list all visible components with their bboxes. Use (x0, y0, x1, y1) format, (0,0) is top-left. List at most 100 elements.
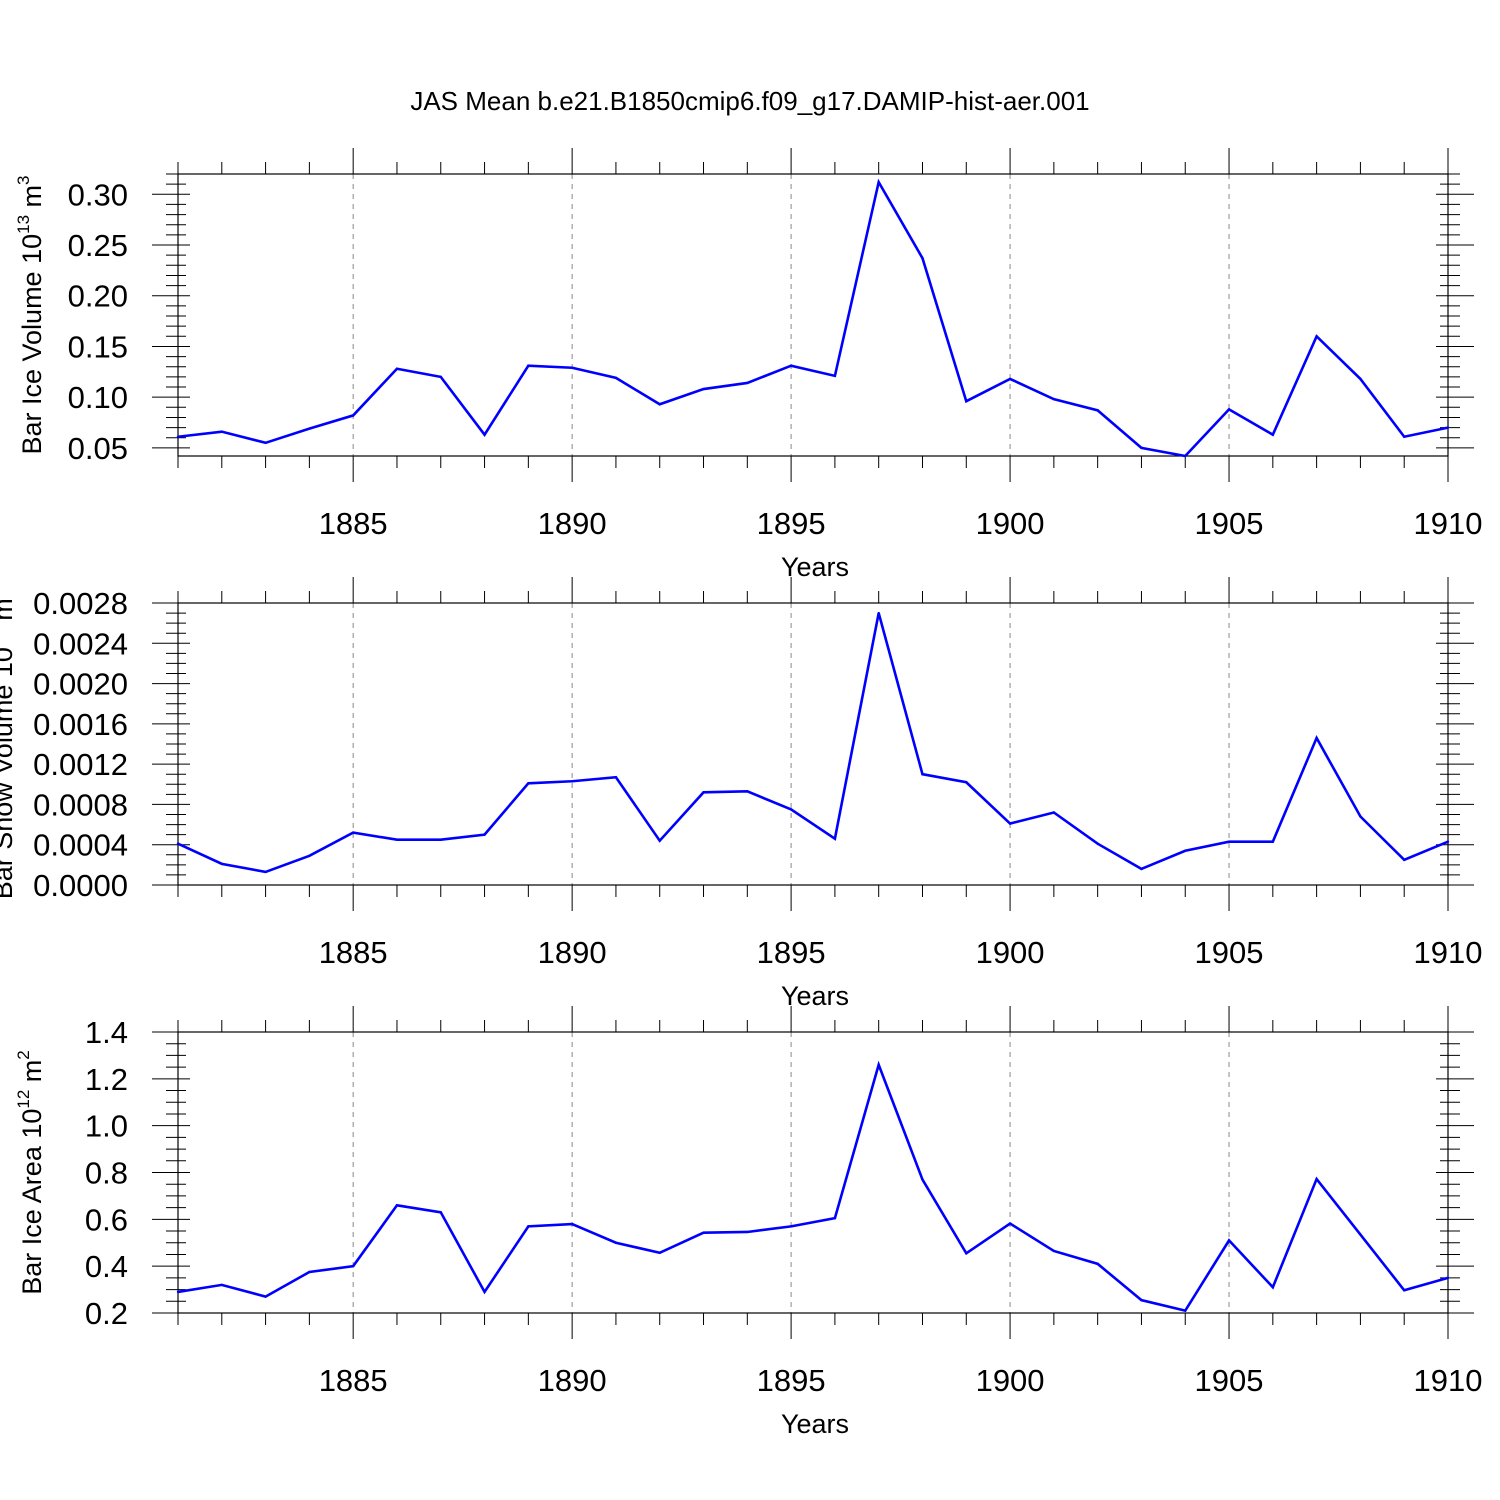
data-point (1359, 377, 1362, 381)
data-point (176, 435, 180, 438)
data-point (483, 433, 486, 436)
data-point (965, 1252, 968, 1255)
x-tick-label: 1890 (538, 1363, 607, 1398)
data-point (570, 1222, 574, 1226)
data-point (658, 1251, 661, 1255)
data-point (833, 837, 837, 840)
x-tick-label: 1910 (1414, 506, 1483, 541)
data-point (220, 430, 223, 433)
y-tick-label: 0.25 (68, 228, 128, 263)
panels: 1885 1890 1895 1900 1905 1910 Years 0.05 0.10 0.1… (0, 148, 1482, 1439)
y-tick-label: 0.0004 (33, 828, 128, 863)
x-tick-label: 1890 (538, 506, 607, 541)
y-tick-label: 0.15 (68, 329, 128, 364)
y-axis-label-main: Bar Ice Volume 10 (17, 234, 47, 455)
data-point (1052, 811, 1056, 814)
data-point (1140, 867, 1143, 871)
data-point (833, 1216, 837, 1220)
data-point (746, 1230, 749, 1234)
x-tick-label: 1895 (757, 506, 826, 541)
data-point (439, 375, 442, 379)
data-point (1446, 1276, 1450, 1280)
data-point (614, 376, 618, 380)
y-tick-label: 0.0028 (33, 586, 128, 621)
data-point (965, 781, 968, 784)
data-point (1140, 1298, 1143, 1302)
data-point (220, 1283, 223, 1287)
x-tick-label: 1895 (757, 935, 826, 970)
x-tick-label: 1900 (976, 1363, 1045, 1398)
x-tick-label: 1895 (757, 1363, 826, 1398)
data-point (570, 366, 574, 369)
y-axis-label-unit-exponent: 2 (14, 1050, 33, 1059)
data-point (921, 1178, 924, 1181)
data-point (1403, 1289, 1406, 1292)
data-point (1403, 858, 1406, 862)
x-tick-label: 1890 (538, 935, 607, 970)
y-tick-label: 0.0016 (33, 707, 128, 742)
chart-panel-3: 1885 1890 1895 1900 1905 1910 Years 0.2 0.4 0.6 0.… (14, 1006, 1482, 1439)
y-axis-label-exponent: 12 (14, 1090, 33, 1109)
y-axis-label-unit: m (17, 185, 47, 215)
figure-title: JAS Mean b.e21.B1850cmip6.f09_g17.DAMIP-… (410, 86, 1089, 116)
data-point (1446, 840, 1450, 843)
y-tick-label: 1.0 (85, 1109, 128, 1144)
y-tick-label: 0.0000 (33, 868, 128, 903)
data-point (1359, 1233, 1362, 1236)
data-point (395, 1204, 399, 1207)
data-point (614, 1241, 618, 1244)
data-point (395, 838, 399, 841)
chart-panel-1: 1885 1890 1895 1900 1905 1910 Years 0.05 0.10 0.1… (14, 148, 1482, 582)
y-axis-label-unit-exponent: 3 (0, 589, 4, 598)
data-point (1446, 426, 1450, 429)
data-point (1403, 435, 1406, 438)
data-point (1140, 446, 1143, 450)
data-point (1227, 840, 1231, 843)
data-point (527, 782, 530, 785)
data-point (1096, 1262, 1099, 1266)
data-point (1271, 1286, 1275, 1289)
data-point (921, 256, 924, 260)
y-tick-label: 0.10 (68, 380, 128, 415)
y-tick-label: 0.20 (68, 279, 128, 314)
data-point (1227, 408, 1231, 411)
data-point (483, 1290, 486, 1294)
series-line (177, 178, 1449, 458)
data-point (483, 833, 486, 836)
data-point (1096, 842, 1099, 845)
y-axis-label-unit-exponent: 3 (14, 175, 33, 184)
data-point (1315, 335, 1318, 338)
y-tick-label: 0.6 (85, 1202, 128, 1237)
data-point (1227, 1239, 1231, 1242)
data-point (351, 831, 355, 834)
y-tick-label: 0.0024 (33, 626, 128, 661)
data-point (746, 790, 749, 793)
y-tick-label: 1.4 (85, 1015, 128, 1050)
y-axis-label: Bar Ice Area 1012 m2 (14, 1050, 47, 1295)
data-point (789, 808, 793, 811)
data-point (658, 839, 661, 842)
x-tick-label: 1910 (1414, 1363, 1483, 1398)
y-axis-label-main: Bar Ice Area 10 (17, 1109, 47, 1295)
data-point (264, 441, 267, 445)
x-tick-label: 1905 (1195, 506, 1264, 541)
data-point (351, 414, 355, 417)
data-point (702, 1231, 705, 1234)
series-line (177, 1060, 1449, 1313)
data-point (614, 776, 618, 779)
x-axis-label: Years (781, 1409, 849, 1439)
x-tick-label: 1885 (319, 1363, 388, 1398)
data-point (1008, 822, 1012, 825)
plot-frame (177, 173, 1449, 457)
data-point (1008, 377, 1012, 381)
x-tick-label: 1900 (976, 935, 1045, 970)
y-tick-label: 0.30 (68, 177, 128, 212)
data-point (1184, 1309, 1187, 1312)
data-point (308, 1270, 311, 1274)
data-point (1271, 840, 1275, 843)
data-point (877, 611, 880, 615)
data-point (1052, 397, 1056, 401)
data-point (965, 400, 968, 403)
x-tick-label: 1905 (1195, 1363, 1264, 1398)
